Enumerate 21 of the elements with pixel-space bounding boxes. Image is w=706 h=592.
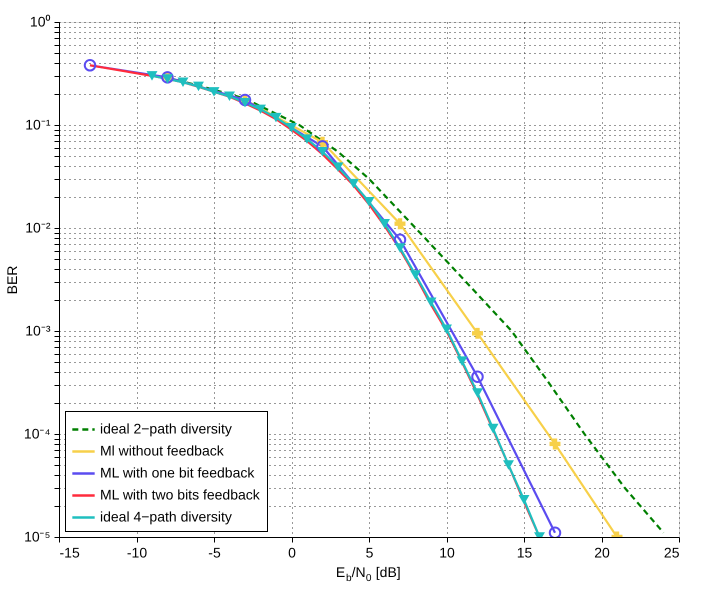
x-tick-label: 0	[288, 544, 296, 560]
y-tick-label: 10⁻²	[25, 220, 51, 236]
legend-label: ML with one bit feedback	[100, 464, 256, 480]
legend-label: ML with two bits feedback	[100, 486, 261, 502]
legend-label: ideal 2−path diversity	[100, 420, 232, 436]
x-tick-label: 5	[366, 544, 374, 560]
y-tick-label: 10⁻¹	[25, 116, 51, 132]
x-tick-label: 10	[439, 544, 455, 560]
x-tick-label: 15	[516, 544, 532, 560]
x-tick-label: 25	[664, 544, 680, 560]
x-tick-label: -15	[60, 544, 80, 560]
y-tick-label: 10⁻⁵	[24, 528, 50, 544]
legend-label: ideal 4−path diversity	[100, 508, 232, 524]
y-tick-label: 10⁻³	[25, 322, 51, 338]
x-tick-label: 20	[594, 544, 610, 560]
x-tick-label: -5	[208, 544, 221, 560]
y-tick-label: 10⁰	[30, 14, 50, 30]
y-tick-label: 10⁻⁴	[24, 426, 50, 442]
x-tick-label: -10	[126, 544, 148, 560]
y-axis-title: BER	[4, 266, 20, 294]
legend-label: Ml without feedback	[100, 442, 225, 458]
